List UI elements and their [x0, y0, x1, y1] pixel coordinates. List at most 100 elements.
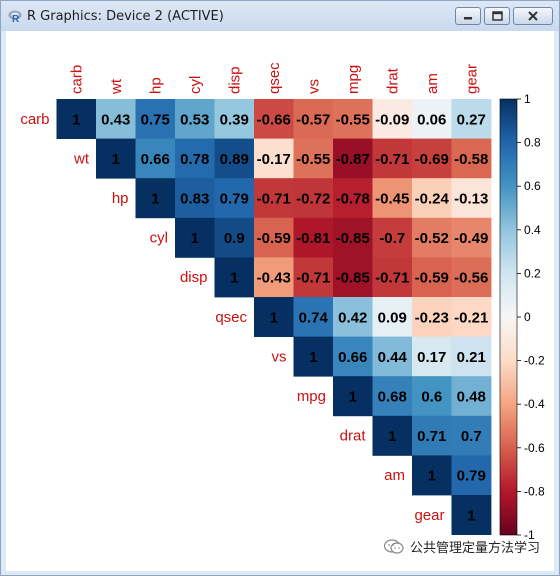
- cell-value-label: -0.58: [454, 151, 488, 168]
- heatmap-cell: [293, 217, 334, 258]
- cell-value-label: 0.09: [378, 309, 407, 326]
- cell-value-label: -0.81: [296, 230, 330, 247]
- cell-value-label: -0.49: [454, 230, 488, 247]
- heatmap-cell: [451, 376, 492, 417]
- cell-value-label: 0.68: [378, 389, 407, 406]
- cell-value-label: 0.66: [141, 151, 170, 168]
- close-icon: [528, 11, 538, 21]
- colorbar-tick-label: 0.2: [524, 266, 541, 280]
- row-label: am: [384, 467, 405, 484]
- cell-value-label: -0.85: [336, 270, 370, 287]
- plot-area: 1 0.43 0.75 0.53 0.39 -0.66 -0.57 -0.55 -0.09 0.0…: [6, 31, 554, 571]
- heatmap-cell: [96, 99, 136, 139]
- cell-value-label: -0.71: [257, 191, 291, 208]
- cell-value-label: -0.71: [375, 270, 409, 287]
- heatmap-cell: [96, 138, 136, 179]
- cell-value-label: -0.55: [336, 111, 370, 128]
- row-label: qsec: [215, 309, 247, 326]
- heatmap-cell: [451, 217, 492, 258]
- cell-value-label: 0.39: [220, 111, 249, 128]
- colorbar-tick-label: -0.8: [524, 484, 545, 498]
- column-label: carb: [68, 65, 85, 94]
- heatmap-cell: [333, 297, 373, 337]
- cell-value-label: 0.89: [220, 151, 249, 168]
- cell-value-label: 1: [309, 349, 317, 366]
- cell-value-label: 1: [467, 507, 475, 524]
- colorbar-tick-label: -0.2: [524, 354, 545, 368]
- cell-value-label: -0.66: [257, 111, 291, 128]
- row-label: drat: [340, 428, 367, 445]
- minimize-button[interactable]: [455, 7, 481, 25]
- cell-value-label: 0.79: [220, 191, 249, 208]
- colorbar-tick-label: 0.4: [524, 223, 541, 237]
- column-label: hp: [147, 77, 164, 94]
- window-title: R Graphics: Device 2 (ACTIVE): [27, 9, 224, 24]
- cell-value-label: 1: [151, 191, 159, 208]
- colorbar-tick-label: -1: [524, 528, 535, 542]
- colorbar-tick-label: 1: [524, 92, 531, 106]
- heatmap-cell: [214, 217, 255, 258]
- heatmap-cell: [372, 257, 413, 298]
- heatmap-cell: [451, 99, 492, 139]
- heatmap-cell: [333, 178, 373, 219]
- heatmap-cell: [451, 297, 492, 337]
- colorbar-tick-label: -0.6: [524, 441, 545, 455]
- colorbar-tick-label: -0.4: [524, 397, 545, 411]
- cell-value-label: 1: [270, 309, 278, 326]
- cell-value-label: 0.44: [378, 349, 408, 366]
- heatmap-cell: [412, 415, 452, 456]
- row-label: cyl: [150, 230, 168, 247]
- column-label: cyl: [187, 76, 204, 94]
- heatmap-cell: [412, 138, 452, 179]
- heatmap-cell: [412, 99, 452, 139]
- close-button[interactable]: [513, 7, 553, 25]
- heatmap-cell: [412, 217, 452, 258]
- cell-value-label: -0.7: [379, 230, 405, 247]
- heatmap-cell: [135, 99, 176, 139]
- heatmap-cell: [372, 376, 413, 417]
- correlation-plot: 1 0.43 0.75 0.53 0.39 -0.66 -0.57 -0.55 -0.09 0.0…: [20, 62, 545, 542]
- column-label: am: [424, 73, 441, 94]
- cell-value-label: -0.69: [415, 151, 449, 168]
- cell-value-label: -0.59: [415, 270, 449, 287]
- cell-value-label: 0.48: [457, 389, 486, 406]
- cell-value-label: -0.45: [375, 191, 409, 208]
- maximize-button[interactable]: [484, 7, 510, 25]
- heatmap-cell: [56, 99, 97, 139]
- heatmap-cell: [254, 178, 294, 219]
- heatmap-cell: [254, 99, 294, 139]
- heatmap-cell: [412, 455, 452, 496]
- column-label: qsec: [266, 62, 283, 94]
- heatmap-cell: [412, 297, 452, 337]
- heatmap-cell: [214, 257, 255, 298]
- cell-value-label: 0.75: [141, 111, 170, 128]
- cell-value-label: -0.71: [375, 151, 409, 168]
- heatmap-cell: [412, 376, 452, 417]
- heatmap-cell: [412, 257, 452, 298]
- cell-value-label: -0.24: [415, 191, 450, 208]
- cell-value-label: 0.42: [338, 309, 367, 326]
- row-label: mpg: [297, 388, 326, 405]
- cell-value-label: -0.52: [415, 230, 449, 247]
- heatmap-cell: [293, 336, 334, 377]
- heatmap-cell: [451, 415, 492, 456]
- heatmap-cell: [412, 178, 452, 219]
- title-bar[interactable]: R R Graphics: Device 2 (ACTIVE): [1, 1, 559, 31]
- svg-text:R: R: [12, 14, 20, 23]
- cell-value-label: 0.53: [180, 111, 209, 128]
- colorbar-tick-label: 0: [524, 310, 531, 324]
- cell-value-label: 0.79: [457, 468, 486, 485]
- column-label: gear: [463, 64, 480, 94]
- cell-value-label: 0.43: [101, 111, 130, 128]
- minimize-icon: [464, 17, 472, 20]
- heatmap-cell: [372, 178, 413, 219]
- column-label: drat: [384, 67, 401, 94]
- heatmap-cell: [372, 415, 413, 456]
- heatmap-cell: [372, 99, 413, 139]
- heatmap-cell: [135, 178, 176, 219]
- heatmap-cell: [372, 336, 413, 377]
- cell-value-label: 0.74: [299, 309, 329, 326]
- heatmap-cell: [372, 138, 413, 179]
- cell-value-label: 1: [72, 111, 80, 128]
